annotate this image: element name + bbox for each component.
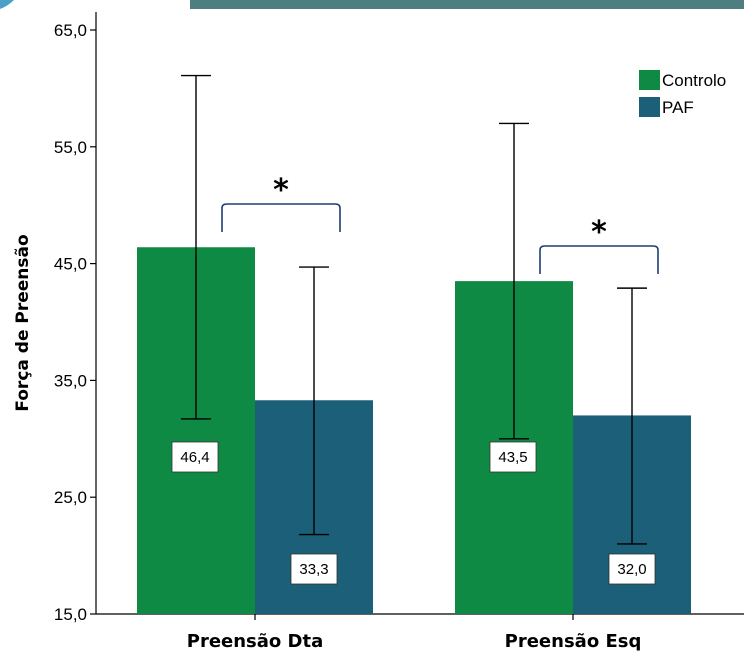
- value-label: 33,3: [299, 561, 328, 578]
- value-label-box: [489, 441, 537, 473]
- significance-star: *: [591, 215, 607, 250]
- value-label: 32,0: [617, 561, 646, 578]
- value-label-box: [290, 553, 338, 585]
- value-labels: 46,4 33,3 43,5 32,0: [171, 441, 656, 585]
- x-tick-label: Preensão Esq: [505, 631, 642, 652]
- y-axis-ticks: 15,0 25,0 35,0 45,0 55,0 65,0: [54, 21, 96, 624]
- legend-entry: Controlo: [662, 71, 726, 90]
- bars: [137, 247, 691, 615]
- y-tick-label: 25,0: [54, 488, 87, 507]
- header-band: [190, 0, 744, 9]
- y-tick-label: 35,0: [54, 371, 87, 390]
- significance-bracket: [539, 245, 659, 274]
- y-tick-label: 15,0: [54, 605, 87, 624]
- value-label-box: [171, 441, 219, 473]
- error-bars: [181, 74, 647, 545]
- header-decoration: [0, 0, 744, 9]
- legend-swatch: [639, 70, 660, 90]
- value-label: 43,5: [498, 449, 527, 466]
- y-tick-label: 55,0: [54, 138, 87, 157]
- y-tick-label: 45,0: [54, 255, 87, 274]
- x-tick-label: Preensão Dta: [187, 631, 324, 652]
- logo-fragment-icon: [0, 0, 14, 9]
- value-label: 46,4: [180, 449, 209, 466]
- value-label-box: [608, 553, 656, 585]
- legend: Controlo PAF: [639, 70, 726, 117]
- y-tick-label: 65,0: [54, 21, 87, 40]
- x-axis-labels: Preensão Dta Preensão Esq: [187, 614, 642, 652]
- significance-brackets: **: [221, 173, 659, 274]
- y-axis-label: Força de Preensão: [13, 234, 33, 411]
- significance-bracket: [221, 203, 341, 232]
- legend-swatch: [639, 97, 660, 117]
- significance-star: *: [273, 173, 289, 208]
- legend-entry: PAF: [662, 98, 694, 117]
